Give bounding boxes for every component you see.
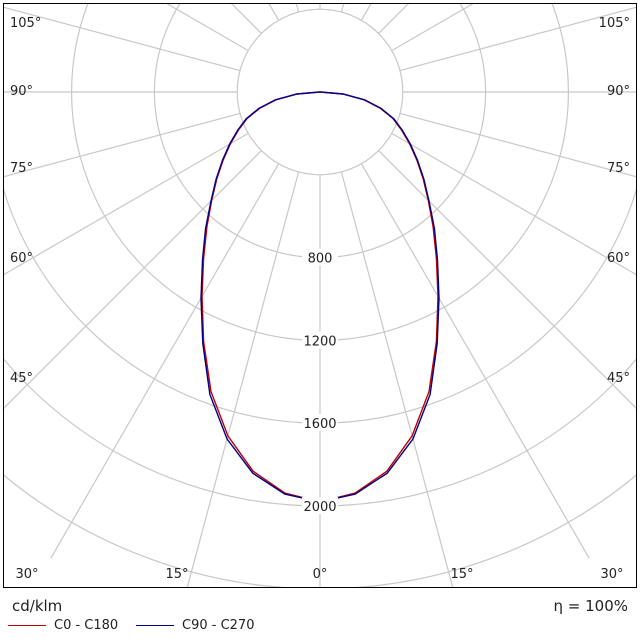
angle-label-bottom: 30° (600, 567, 623, 582)
radial-gridline (4, 132, 249, 276)
ring-label: 1200 (303, 334, 336, 349)
angle-label-left: 75° (10, 161, 33, 176)
radial-gridline (391, 132, 636, 276)
angle-label-right: 105° (599, 16, 630, 31)
efficiency-label: η = 100% (553, 597, 629, 615)
radial-gridline (391, 4, 474, 52)
ring-label-bg (302, 248, 338, 266)
angle-label-right: 60° (607, 251, 630, 266)
ring-label-bg (302, 497, 338, 514)
radial-gridline (399, 112, 636, 178)
angle-label-bottom: 0° (313, 567, 328, 582)
ring-label: 2000 (303, 500, 336, 515)
radial-gridline (4, 150, 262, 409)
chart-labels: 800 1200 1600 2000 105° 105° 90° 90° 75° 75° 60° 60… (10, 16, 630, 582)
radial-gridline (295, 4, 300, 13)
angle-label-right: 75° (607, 161, 630, 176)
angle-label-right: 45° (607, 371, 630, 386)
ring-gridline (236, 8, 404, 176)
radial-gridline (340, 4, 345, 13)
ring-label-bg (302, 331, 338, 349)
angle-label-left: 45° (10, 371, 33, 386)
legend-swatch-c0 (8, 625, 46, 626)
radial-gridline (4, 112, 241, 178)
legend-label-c0: C0 - C180 (54, 618, 119, 633)
ring-label: 1600 (303, 417, 336, 432)
ring-label-bg (302, 414, 338, 432)
radial-gridline (186, 171, 300, 587)
legend-item-c0: C0 - C180 (8, 618, 118, 633)
radial-gridline (378, 150, 636, 409)
radial-gridline (360, 163, 590, 559)
legend-item-c90: C90 - C270 (136, 618, 254, 633)
angle-label-left: 105° (10, 16, 41, 31)
legend-label-c90: C90 - C270 (182, 618, 255, 633)
radial-gridline (399, 6, 636, 72)
angle-label-left: 90° (10, 84, 33, 99)
radial-gridline (4, 6, 241, 72)
unit-label: cd/klm (12, 597, 63, 615)
angle-label-right: 90° (607, 84, 630, 99)
angle-label-bottom: 15° (450, 567, 473, 582)
radial-gridline (166, 4, 249, 52)
plot-frame (3, 3, 637, 588)
angle-label-bottom: 30° (15, 567, 38, 582)
radial-gridline (340, 171, 454, 587)
legend-swatch-c90 (136, 625, 174, 626)
angle-label-left: 60° (10, 251, 33, 266)
radial-gridline (50, 163, 280, 559)
angle-label-bottom: 15° (165, 567, 188, 582)
ring-label: 800 (308, 252, 333, 267)
